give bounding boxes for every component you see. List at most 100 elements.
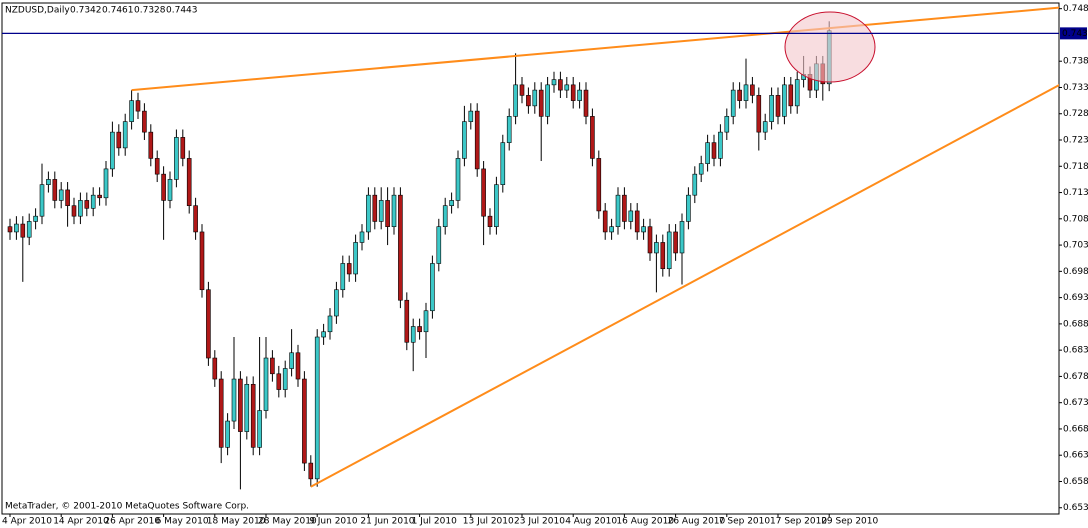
candle-body [596, 158, 602, 212]
candle-body [455, 158, 461, 201]
candle-body [206, 289, 211, 359]
candle-body [743, 84, 749, 101]
candle-body [353, 242, 358, 275]
candle-body [654, 242, 659, 254]
candle-body [186, 158, 192, 206]
candle-body [705, 142, 710, 164]
trendline [310, 84, 1059, 488]
y-tick-label: 0.6585 [1063, 477, 1088, 487]
candle-body [481, 168, 486, 217]
candle-body [366, 194, 371, 233]
candle-body [526, 95, 531, 107]
candle-body [250, 383, 256, 448]
candle-body [577, 89, 582, 101]
current-price-label: 0.7438 [1062, 29, 1088, 39]
candle-body [129, 100, 134, 122]
candle-body [398, 194, 403, 301]
x-tick-label: 29 Sep 2010 [821, 517, 878, 527]
candle-body [737, 89, 742, 101]
candle-body [570, 84, 576, 101]
candle-body [724, 116, 730, 133]
candle-body [788, 84, 794, 107]
candle-body [686, 194, 691, 222]
candle-body [263, 357, 269, 411]
candle-body [321, 331, 326, 338]
trendline [131, 6, 1059, 92]
y-tick-label: 0.6935 [1063, 293, 1088, 303]
y-tick-label: 0.6685 [1063, 424, 1088, 434]
candle-body [404, 299, 410, 343]
candle-body [142, 110, 147, 133]
candle-body [622, 194, 627, 222]
x-tick-label: 14 Apr 2010 [53, 517, 109, 527]
candle-body [385, 200, 390, 227]
candle-body [666, 231, 672, 270]
candle-body [391, 194, 397, 227]
candle-body [84, 200, 90, 209]
candle-body [615, 194, 621, 227]
x-tick-label: 4 Apr 2010 [2, 517, 52, 527]
candle-body [679, 221, 685, 254]
chart-title: NZDUSD,Daily [5, 6, 70, 16]
copyright: MetaTrader, © 2001-2010 MetaQuotes Softw… [5, 502, 249, 512]
candle-body [199, 231, 205, 291]
x-tick-label: 6 May 2010 [156, 517, 209, 527]
candle-body [538, 89, 544, 117]
candle-body [340, 263, 346, 291]
candle-body [513, 84, 518, 117]
candle-body [762, 121, 768, 133]
candle-body [673, 231, 678, 254]
candle-body [20, 223, 26, 238]
candle-body [308, 462, 314, 480]
ohlc-open: 0.7342 [70, 6, 102, 16]
x-tick-label: 28 May 2010 [258, 517, 317, 527]
candle-body [180, 137, 186, 159]
candle-body [212, 357, 218, 380]
candle-body [634, 210, 640, 233]
y-tick-label: 0.6635 [1063, 451, 1088, 461]
candle-body [532, 89, 538, 107]
candle-body [590, 116, 595, 159]
plot [7, 6, 1059, 490]
candle-body [609, 226, 614, 233]
candle-body [602, 210, 608, 233]
candle-body [647, 226, 653, 254]
x-tick-label: 4 Aug 2010 [565, 517, 617, 527]
candle-body [167, 179, 173, 201]
candle-body [116, 131, 122, 149]
x-tick-label: 13 Jul 2010 [463, 517, 514, 527]
y-tick-label: 0.6535 [1063, 503, 1088, 513]
candle-body [148, 131, 154, 159]
candle-body [7, 226, 13, 233]
y-tick-label: 0.7335 [1063, 83, 1088, 93]
y-tick-label: 0.7085 [1063, 214, 1088, 224]
candle-body [628, 210, 634, 222]
candle-body [775, 95, 781, 117]
candle-body [154, 158, 160, 175]
candle-body [334, 289, 339, 317]
candle-body [270, 357, 275, 375]
candle-body [698, 163, 704, 175]
candle-body [14, 223, 19, 233]
candle-body [519, 84, 525, 96]
ohlc-low: 0.7328 [134, 6, 166, 16]
candle-body [161, 173, 166, 201]
candle-body [430, 263, 435, 312]
candle-body [442, 205, 448, 227]
candle-body [302, 378, 307, 464]
candle-body [58, 189, 64, 201]
candle-body [692, 173, 698, 196]
x-tick-label: 17 Sep 2010 [770, 517, 827, 527]
current-price-box [1060, 27, 1087, 40]
candle-body [39, 184, 45, 217]
candle-body [558, 79, 563, 91]
y-tick-label: 0.7135 [1063, 188, 1088, 198]
y-tick-label: 0.7385 [1063, 57, 1088, 67]
candle-body [641, 226, 646, 233]
candle-body [276, 373, 282, 390]
candle-body [750, 84, 755, 96]
plot-area [1, 2, 1060, 515]
candle-body [500, 142, 506, 185]
candle-body [46, 179, 51, 185]
